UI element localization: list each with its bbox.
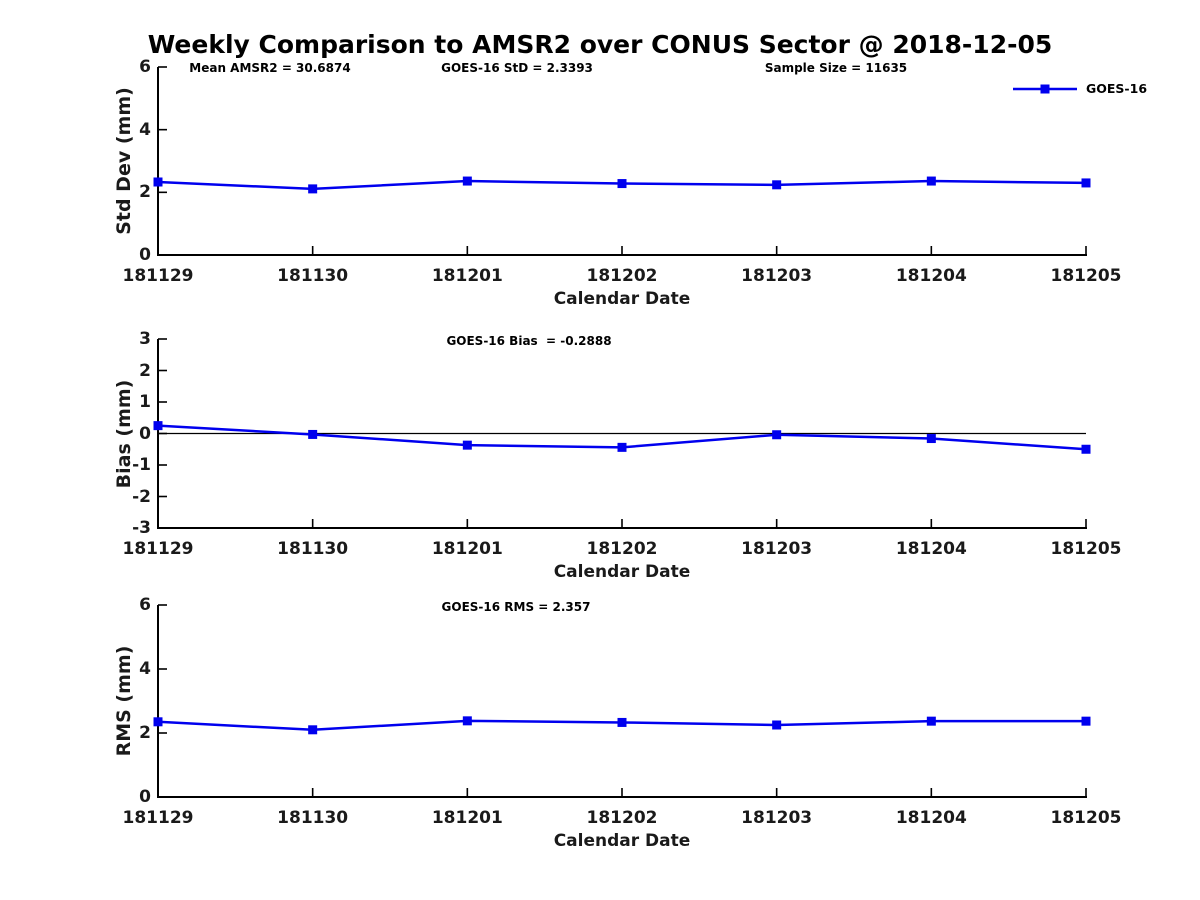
page-title: Weekly Comparison to AMSR2 over CONUS Se… bbox=[147, 30, 1053, 59]
annotation-goes16-rms: GOES-16 RMS = 2.357 bbox=[441, 600, 591, 614]
y-tick-label: 6 bbox=[139, 57, 151, 77]
x-tick-label: 181204 bbox=[895, 808, 967, 828]
y-tick-label: 6 bbox=[139, 595, 151, 615]
x-tick-label: 181201 bbox=[431, 539, 503, 559]
x-tick-label: 181202 bbox=[586, 539, 658, 559]
data-point-marker bbox=[617, 442, 627, 452]
x-tick-label: 181202 bbox=[586, 266, 658, 286]
y-tick-label: 0 bbox=[139, 245, 151, 265]
xlabel-calendar-date-1: Calendar Date bbox=[553, 289, 691, 309]
x-tick-label: 181201 bbox=[431, 808, 503, 828]
data-point-marker bbox=[617, 179, 627, 189]
legend: GOES-16 bbox=[1012, 78, 1147, 100]
x-tick-label: 181203 bbox=[741, 539, 813, 559]
data-point-marker bbox=[926, 434, 936, 444]
x-tick-label: 181129 bbox=[122, 266, 194, 286]
data-point-marker bbox=[153, 717, 163, 727]
data-point-marker bbox=[617, 717, 627, 727]
x-tick-label: 181129 bbox=[122, 808, 194, 828]
x-tick-label: 181204 bbox=[895, 266, 967, 286]
data-point-marker bbox=[153, 421, 163, 431]
y-tick-label: 0 bbox=[139, 787, 151, 807]
y-tick-label: 3 bbox=[139, 329, 151, 349]
x-tick-label: 181130 bbox=[277, 808, 349, 828]
data-point-marker bbox=[772, 180, 782, 190]
data-point-marker bbox=[462, 440, 472, 450]
data-point-marker bbox=[462, 176, 472, 186]
y-tick-label: 2 bbox=[139, 360, 151, 381]
y-tick-label: -2 bbox=[132, 486, 151, 507]
y-tick-label: 2 bbox=[139, 182, 151, 203]
x-tick-label: 181130 bbox=[277, 539, 349, 559]
data-point-marker bbox=[1081, 444, 1091, 454]
data-point-marker bbox=[1081, 178, 1091, 188]
annotation-sample-size: Sample Size = 11635 bbox=[764, 61, 908, 75]
y-tick-label: -1 bbox=[132, 455, 151, 475]
x-tick-label: 181203 bbox=[741, 808, 813, 828]
y-tick-label: 0 bbox=[139, 423, 151, 444]
data-point-marker bbox=[926, 176, 936, 186]
legend-series-label: GOES-16 bbox=[1086, 81, 1148, 96]
xlabel-calendar-date-3: Calendar Date bbox=[553, 831, 691, 851]
x-tick-label: 181202 bbox=[586, 808, 658, 828]
x-tick-label: 181205 bbox=[1050, 539, 1122, 559]
legend-line-marker-icon bbox=[1013, 84, 1077, 94]
data-point-marker bbox=[308, 429, 318, 439]
data-point-marker bbox=[462, 716, 472, 726]
y-tick-label: 2 bbox=[139, 723, 151, 743]
data-point-marker bbox=[772, 720, 782, 730]
data-point-marker bbox=[153, 177, 163, 187]
x-tick-label: 181205 bbox=[1050, 266, 1122, 286]
data-point-marker bbox=[926, 716, 936, 726]
x-tick-label: 181130 bbox=[277, 266, 349, 286]
y-tick-label: 1 bbox=[139, 392, 151, 412]
data-point-marker bbox=[1081, 716, 1091, 726]
data-point-marker bbox=[308, 184, 318, 194]
x-tick-label: 181201 bbox=[431, 266, 503, 286]
data-point-marker bbox=[772, 430, 782, 440]
y-tick-label: -3 bbox=[132, 518, 151, 538]
data-point-marker bbox=[308, 725, 318, 735]
x-tick-label: 181205 bbox=[1050, 808, 1122, 828]
y-tick-label: 4 bbox=[139, 119, 151, 140]
annotation-mean-amsr2: Mean AMSR2 = 30.6874 bbox=[189, 61, 351, 75]
annotation-goes16-bias: GOES-16 Bias = -0.2888 bbox=[446, 334, 612, 348]
y-tick-label: 4 bbox=[139, 659, 151, 679]
x-tick-label: 181129 bbox=[122, 539, 194, 559]
x-tick-label: 181204 bbox=[895, 539, 967, 559]
annotation-goes16-std: GOES-16 StD = 2.3393 bbox=[441, 61, 593, 75]
xlabel-calendar-date-2: Calendar Date bbox=[553, 562, 691, 582]
x-tick-label: 181203 bbox=[741, 266, 813, 286]
